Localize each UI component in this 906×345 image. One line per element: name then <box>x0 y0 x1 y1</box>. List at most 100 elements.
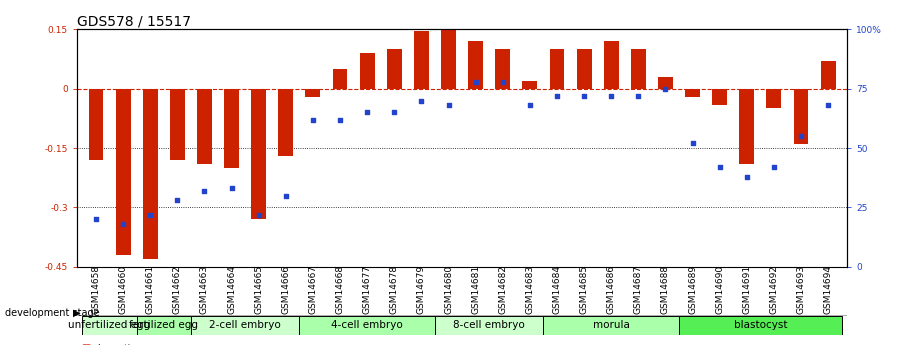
Point <box>631 93 646 99</box>
Text: unfertilized egg: unfertilized egg <box>69 321 150 331</box>
Point <box>170 198 185 203</box>
Bar <box>305 89 321 97</box>
Text: GSM14677: GSM14677 <box>362 265 371 314</box>
Bar <box>631 49 646 89</box>
Point <box>468 79 483 84</box>
Text: log ratio: log ratio <box>98 344 136 345</box>
Text: GSM14664: GSM14664 <box>227 265 236 314</box>
Point <box>116 221 130 227</box>
Text: GSM14660: GSM14660 <box>119 265 128 314</box>
Point <box>821 102 835 108</box>
Text: GSM14668: GSM14668 <box>335 265 344 314</box>
Point <box>333 117 347 122</box>
Text: GSM14690: GSM14690 <box>715 265 724 314</box>
Text: GSM14684: GSM14684 <box>553 265 562 314</box>
Text: GSM14689: GSM14689 <box>688 265 697 314</box>
Point <box>252 212 266 217</box>
Bar <box>685 89 700 97</box>
Point <box>89 217 103 222</box>
Bar <box>333 69 348 89</box>
Bar <box>299 316 435 335</box>
Text: GSM14680: GSM14680 <box>444 265 453 314</box>
Text: GSM14686: GSM14686 <box>607 265 616 314</box>
Text: GSM14692: GSM14692 <box>769 265 778 314</box>
Point <box>278 193 293 198</box>
Point <box>550 93 564 99</box>
Bar <box>387 49 401 89</box>
Bar <box>143 89 158 259</box>
Bar <box>82 316 137 335</box>
Bar <box>712 89 728 105</box>
Text: 2-cell embryo: 2-cell embryo <box>209 321 281 331</box>
Text: GSM14662: GSM14662 <box>173 265 182 314</box>
Point <box>658 86 672 91</box>
Point <box>523 102 537 108</box>
Text: GSM14682: GSM14682 <box>498 265 507 314</box>
Bar <box>821 61 835 89</box>
Text: morula: morula <box>593 321 630 331</box>
Bar <box>603 41 619 89</box>
Bar <box>658 77 673 89</box>
Point <box>387 110 401 115</box>
Text: GSM14685: GSM14685 <box>580 265 589 314</box>
Bar <box>224 89 239 168</box>
Text: fertilized egg: fertilized egg <box>130 321 198 331</box>
Bar <box>739 89 754 164</box>
Text: GSM14666: GSM14666 <box>281 265 290 314</box>
Text: GSM14693: GSM14693 <box>796 265 805 314</box>
Text: GSM14658: GSM14658 <box>92 265 101 314</box>
Text: GSM14681: GSM14681 <box>471 265 480 314</box>
Bar <box>468 41 483 89</box>
Text: GSM14694: GSM14694 <box>824 265 833 314</box>
Text: GSM14679: GSM14679 <box>417 265 426 314</box>
Bar <box>496 49 510 89</box>
Bar <box>360 53 374 89</box>
Text: GDS578 / 15517: GDS578 / 15517 <box>77 14 191 28</box>
Bar <box>197 89 212 164</box>
Text: GSM14688: GSM14688 <box>661 265 670 314</box>
Point <box>441 102 456 108</box>
Point <box>604 93 619 99</box>
Bar <box>191 316 299 335</box>
Text: GSM14661: GSM14661 <box>146 265 155 314</box>
Text: GSM14687: GSM14687 <box>634 265 643 314</box>
Bar <box>278 89 294 156</box>
Text: GSM14663: GSM14663 <box>200 265 209 314</box>
Text: GSM14691: GSM14691 <box>742 265 751 314</box>
Bar <box>523 81 537 89</box>
Point <box>577 93 592 99</box>
Bar <box>794 89 808 144</box>
Bar <box>435 316 544 335</box>
Bar <box>116 89 130 255</box>
Text: GSM14667: GSM14667 <box>308 265 317 314</box>
Bar <box>137 316 191 335</box>
Bar <box>89 89 103 160</box>
Point <box>739 174 754 179</box>
Point <box>794 134 808 139</box>
Text: GSM14665: GSM14665 <box>255 265 263 314</box>
Bar <box>766 89 781 108</box>
Point <box>305 117 320 122</box>
Point <box>143 212 158 217</box>
Point <box>360 110 374 115</box>
Bar <box>170 89 185 160</box>
Point <box>712 164 727 170</box>
Text: blastocyst: blastocyst <box>734 321 787 331</box>
Text: GSM14683: GSM14683 <box>525 265 535 314</box>
Point <box>225 186 239 191</box>
Point <box>496 79 510 84</box>
Bar <box>441 29 456 89</box>
Bar <box>550 49 564 89</box>
Point <box>198 188 212 194</box>
Bar <box>679 316 842 335</box>
Bar <box>576 49 592 89</box>
Text: ■: ■ <box>82 344 91 345</box>
Text: ▶: ▶ <box>72 308 80 318</box>
Text: GSM14678: GSM14678 <box>390 265 399 314</box>
Text: development stage: development stage <box>5 308 99 318</box>
Bar <box>544 316 679 335</box>
Point <box>766 164 781 170</box>
Bar <box>251 89 266 219</box>
Bar <box>414 31 429 89</box>
Point <box>685 140 699 146</box>
